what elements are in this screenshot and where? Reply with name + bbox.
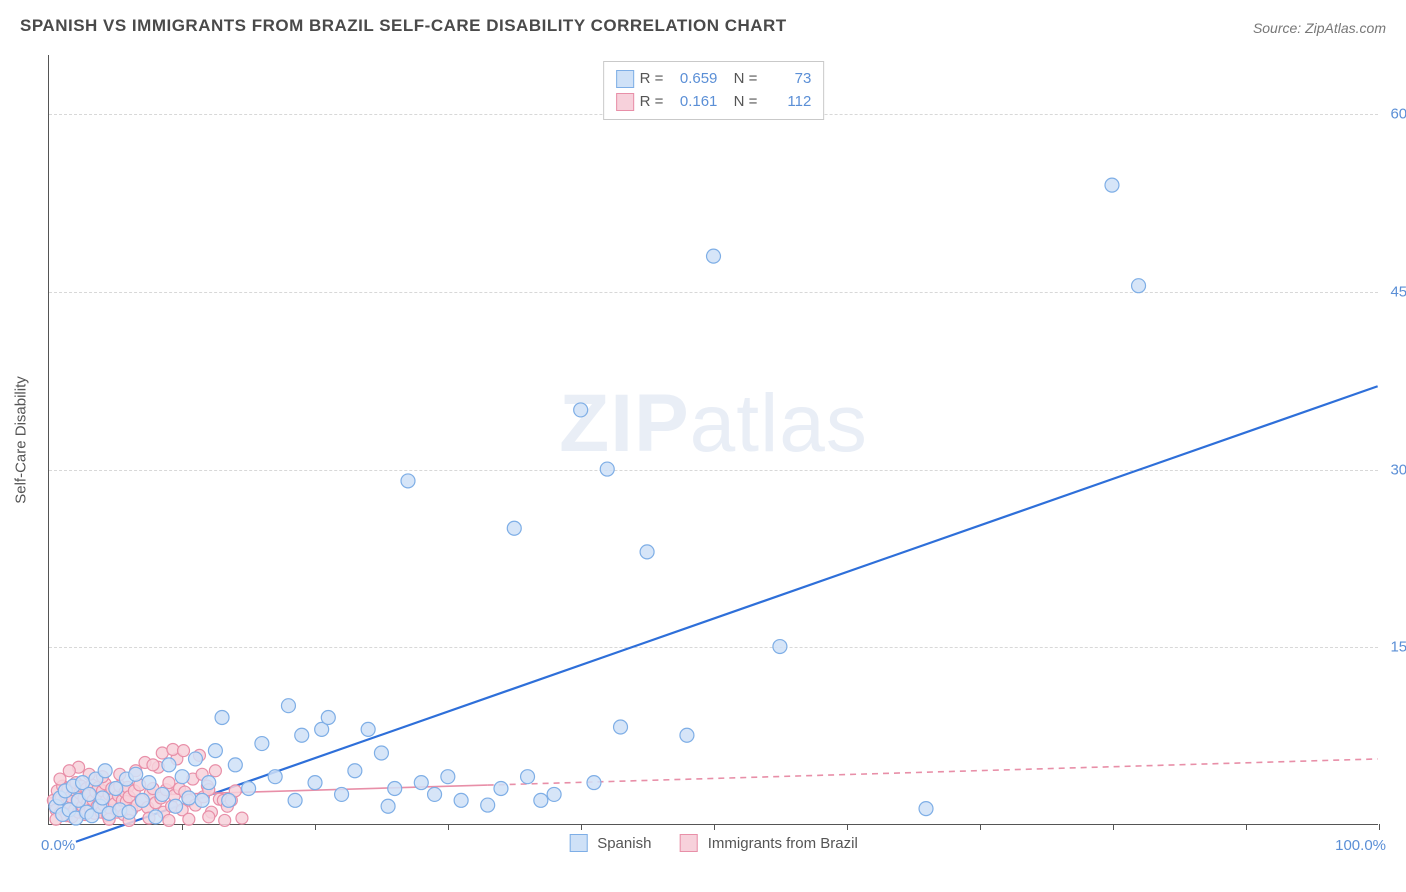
swatch-brazil <box>616 93 634 111</box>
y-tick-label: 45.0% <box>1390 283 1406 300</box>
x-tick <box>847 824 848 830</box>
x-max-label: 100.0% <box>1335 837 1386 854</box>
x-tick <box>581 824 582 830</box>
n-label: N = <box>734 68 758 91</box>
trend-lines <box>49 55 1378 824</box>
x-tick <box>448 824 449 830</box>
n-value-brazil: 112 <box>763 91 811 114</box>
source-label: Source: ZipAtlas.com <box>1253 20 1386 36</box>
r-label: R = <box>640 68 664 91</box>
n-value-spanish: 73 <box>763 68 811 91</box>
chart-title: SPANISH VS IMMIGRANTS FROM BRAZIL SELF-C… <box>20 16 787 36</box>
gridline <box>49 292 1378 293</box>
scatter-points <box>49 55 1378 824</box>
watermark-right: atlas <box>690 378 868 469</box>
y-tick-label: 15.0% <box>1390 639 1406 656</box>
y-tick-label: 60.0% <box>1390 106 1406 123</box>
x-min-label: 0.0% <box>41 837 75 854</box>
x-tick <box>1379 824 1380 830</box>
watermark: ZIPatlas <box>559 377 868 471</box>
y-tick-label: 30.0% <box>1390 461 1406 478</box>
r-label: R = <box>640 91 664 114</box>
watermark-left: ZIP <box>559 378 690 469</box>
x-tick <box>315 824 316 830</box>
plot-area: ZIPatlas Self-Care Disability R = 0.659 … <box>48 55 1378 825</box>
legend-label-brazil: Immigrants from Brazil <box>708 835 858 852</box>
r-value-spanish: 0.659 <box>669 68 717 91</box>
swatch-spanish <box>616 70 634 88</box>
legend-series: Spanish Immigrants from Brazil <box>569 834 858 852</box>
legend-row-brazil: R = 0.161 N = 112 <box>616 91 812 114</box>
x-tick <box>1246 824 1247 830</box>
gridline <box>49 470 1378 471</box>
legend-label-spanish: Spanish <box>597 835 651 852</box>
swatch-spanish <box>569 834 587 852</box>
r-value-brazil: 0.161 <box>669 91 717 114</box>
x-tick <box>182 824 183 830</box>
swatch-brazil <box>680 834 698 852</box>
x-tick <box>980 824 981 830</box>
gridline <box>49 647 1378 648</box>
legend-row-spanish: R = 0.659 N = 73 <box>616 68 812 91</box>
x-tick <box>1113 824 1114 830</box>
n-label: N = <box>734 91 758 114</box>
legend-correlation: R = 0.659 N = 73 R = 0.161 N = 112 <box>603 61 825 120</box>
y-axis-title: Self-Care Disability <box>13 376 30 504</box>
x-tick <box>714 824 715 830</box>
